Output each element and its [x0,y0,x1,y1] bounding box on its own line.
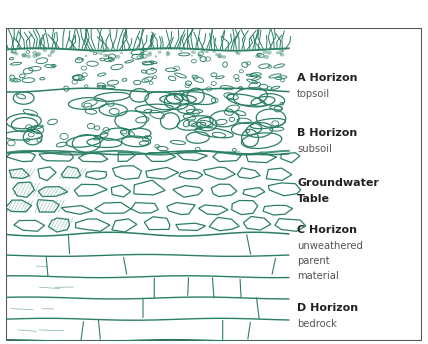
Circle shape [205,51,208,53]
Circle shape [257,53,262,56]
Text: material: material [297,271,339,281]
Circle shape [158,51,161,53]
Circle shape [198,55,202,58]
Circle shape [235,52,238,54]
Circle shape [215,53,219,56]
Circle shape [212,50,216,53]
Text: B Horizon: B Horizon [297,128,357,138]
Circle shape [48,54,51,57]
Circle shape [11,51,15,54]
Circle shape [116,55,120,58]
Circle shape [102,50,105,52]
Text: C Horizon: C Horizon [297,225,357,235]
Circle shape [192,51,196,54]
Circle shape [166,54,169,56]
Circle shape [222,55,226,58]
Text: unweathered: unweathered [297,241,363,251]
Circle shape [85,55,87,57]
Circle shape [264,55,269,59]
Circle shape [36,52,41,56]
Text: topsoil: topsoil [297,89,330,99]
Text: Soil Profile: Soil Profile [15,6,117,24]
Text: Table: Table [297,194,330,204]
Circle shape [106,54,108,56]
Circle shape [149,52,152,54]
Circle shape [96,52,99,54]
Circle shape [89,49,94,52]
Circle shape [27,55,31,58]
Circle shape [143,49,148,52]
Text: parent: parent [297,256,330,266]
Circle shape [140,55,144,59]
Circle shape [33,54,37,58]
Circle shape [22,54,27,57]
Circle shape [280,53,284,56]
Circle shape [166,51,169,53]
Circle shape [279,53,282,54]
Circle shape [103,49,107,52]
Circle shape [120,52,123,54]
Circle shape [282,50,284,52]
Text: subsoil: subsoil [297,144,332,154]
Circle shape [279,49,283,52]
Circle shape [147,53,152,56]
Circle shape [143,54,145,55]
Circle shape [43,49,47,52]
Circle shape [51,50,55,53]
Circle shape [276,51,279,54]
Circle shape [166,52,170,55]
Circle shape [180,50,182,52]
Circle shape [263,51,267,54]
Circle shape [217,54,222,58]
Text: Groundwater: Groundwater [297,178,379,188]
Circle shape [155,56,157,57]
Circle shape [218,56,221,58]
Circle shape [15,52,18,55]
Text: A Horizon: A Horizon [297,73,357,83]
Circle shape [201,50,205,53]
Circle shape [36,53,40,56]
Circle shape [191,55,193,56]
Circle shape [198,54,201,56]
Circle shape [140,49,145,52]
Circle shape [89,50,91,51]
Text: D Horizon: D Horizon [297,303,358,313]
Circle shape [103,54,107,57]
Circle shape [99,53,103,55]
Circle shape [22,53,27,57]
Circle shape [256,54,260,58]
Text: bedrock: bedrock [297,319,337,329]
Circle shape [219,53,221,55]
Circle shape [50,52,54,54]
Circle shape [33,51,37,54]
Circle shape [267,51,271,54]
Circle shape [236,52,241,55]
